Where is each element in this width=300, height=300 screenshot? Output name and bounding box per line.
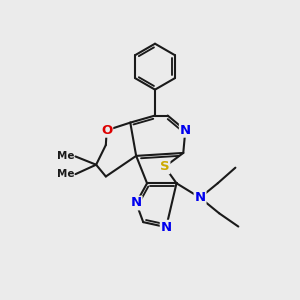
Text: O: O (101, 124, 112, 137)
Text: Me: Me (56, 152, 74, 161)
Text: N: N (180, 124, 191, 137)
Text: Me: Me (56, 169, 74, 179)
Text: S: S (160, 160, 169, 173)
Text: N: N (130, 196, 142, 209)
Text: N: N (194, 191, 206, 204)
Text: N: N (160, 220, 172, 234)
